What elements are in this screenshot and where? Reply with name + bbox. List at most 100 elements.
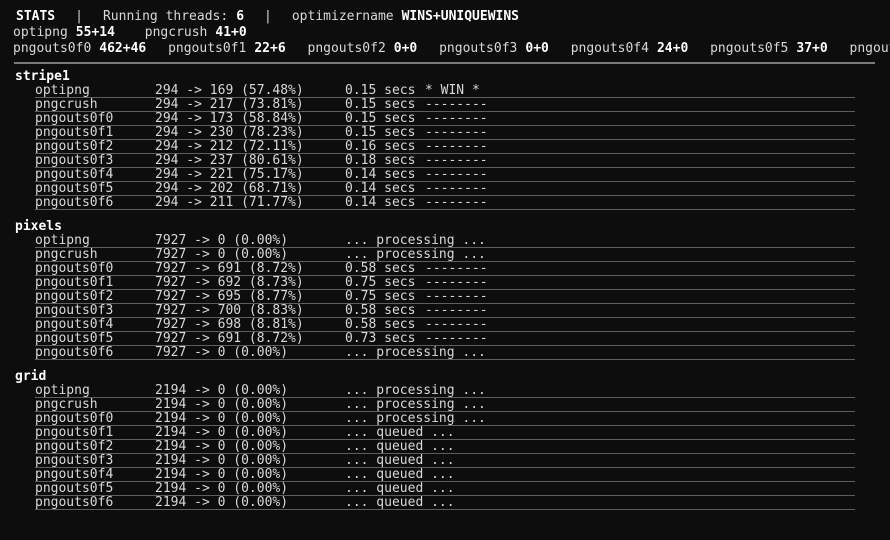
table-row: pngouts0f5 7927 -> 691 (8.72%) 0.73 secs… [35, 332, 855, 346]
row-size-result: 294 -> 237 (80.61%) [155, 153, 304, 168]
table-row: pngouts0f1 294 -> 230 (78.23%) 0.15 secs… [35, 126, 855, 140]
table-row: pngouts0f3 7927 -> 700 (8.83%) 0.58 secs… [35, 304, 855, 318]
header-totals-row-1: optipng 55+14 pngcrush 41+0 [13, 26, 269, 40]
row-win-status: -------- [425, 331, 488, 346]
row-time-status: ... processing ... [345, 383, 486, 398]
row-size-result: 294 -> 173 (58.84%) [155, 111, 304, 126]
optimizer-total-wins: 22+6 [254, 41, 286, 56]
row-size-result: 7927 -> 698 (8.81%) [155, 317, 304, 332]
row-optimizer-name: pngouts0f2 [35, 439, 114, 454]
row-optimizer-name: pngouts0f5 [35, 181, 114, 196]
row-time-status: 0.14 secs [345, 167, 416, 182]
row-size-result: 2194 -> 0 (0.00%) [155, 481, 289, 496]
table-row: pngouts0f1 7927 -> 692 (8.73%) 0.75 secs… [35, 276, 855, 290]
row-time-status: 0.58 secs [345, 317, 416, 332]
optimizer-total: pngouts0f3 0+0 [439, 42, 549, 56]
row-optimizer-name: pngouts0f4 [35, 317, 114, 332]
table-row: optipng 294 -> 169 (57.48%) 0.15 secs * … [35, 84, 855, 98]
row-win-status: -------- [425, 261, 488, 276]
row-optimizer-name: pngcrush [35, 247, 98, 262]
row-size-result: 7927 -> 695 (8.77%) [155, 289, 304, 304]
row-size-result: 2194 -> 0 (0.00%) [155, 383, 289, 398]
optimizer-total-wins: 41+0 [215, 25, 247, 40]
table-row: pngouts0f3 2194 -> 0 (0.00%) ... queued … [35, 454, 855, 468]
row-time-status: 0.16 secs [345, 139, 416, 154]
optimizer-total-wins: 0+0 [393, 41, 418, 56]
optimizer-total-wins: 37+0 [796, 41, 828, 56]
stats-section: grid optipng 2194 -> 0 (0.00%) ... proce… [0, 370, 890, 510]
row-win-status: -------- [425, 275, 488, 290]
section-rows: optipng 294 -> 169 (57.48%) 0.15 secs * … [35, 84, 855, 210]
row-size-result: 7927 -> 0 (0.00%) [155, 345, 289, 360]
row-win-status: -------- [425, 111, 488, 126]
row-optimizer-name: optipng [35, 83, 90, 98]
row-win-status [425, 440, 855, 453]
row-size-result: 2194 -> 0 (0.00%) [155, 495, 289, 510]
row-size-result: 7927 -> 691 (8.72%) [155, 331, 304, 346]
row-time-status: ... queued ... [345, 495, 455, 510]
row-optimizer-name: pngouts0f4 [35, 167, 114, 182]
table-row: pngcrush 294 -> 217 (73.81%) 0.15 secs -… [35, 98, 855, 112]
row-time-status: ... queued ... [345, 439, 455, 454]
row-size-result: 7927 -> 0 (0.00%) [155, 247, 289, 262]
row-optimizer-name: pngouts0f6 [35, 495, 114, 510]
row-optimizer-name: optipng [35, 383, 90, 398]
row-optimizer-name: pngouts0f1 [35, 275, 114, 290]
row-time-status: 0.15 secs [345, 111, 416, 126]
section-rows: optipng 7927 -> 0 (0.00%) ... processing… [35, 234, 855, 360]
row-optimizer-name: pngcrush [35, 97, 98, 112]
row-win-status [425, 398, 855, 411]
row-optimizer-name: pngouts0f2 [35, 289, 114, 304]
row-time-status: 0.73 secs [345, 331, 416, 346]
row-optimizer-name: optipng [35, 233, 90, 248]
row-optimizer-name: pngouts0f4 [35, 467, 114, 482]
optimizer-total-name: pngouts0f0 [13, 41, 92, 56]
row-win-status: -------- [425, 303, 488, 318]
row-time-status: 0.15 secs [345, 125, 416, 140]
row-time-status: ... processing ... [345, 247, 486, 262]
row-win-status: -------- [425, 139, 488, 154]
optimizer-total: pngouts0f5 37+0 [710, 42, 828, 56]
table-row: pngouts0f4 2194 -> 0 (0.00%) ... queued … [35, 468, 855, 482]
row-size-result: 2194 -> 0 (0.00%) [155, 411, 289, 426]
row-time-status: ... queued ... [345, 453, 455, 468]
header-line-1: STATS | Running threads: 6 | optimizername WIN… [16, 10, 519, 24]
optimizer-total-name: pngouts0f3 [439, 41, 518, 56]
separator-pipe: | [264, 9, 272, 24]
optimizer-total-wins: 24+0 [656, 41, 689, 56]
row-win-status [425, 468, 855, 481]
row-size-result: 7927 -> 691 (8.72%) [155, 261, 304, 276]
optimizer-name-label: optimizername [291, 9, 394, 24]
row-size-result: 294 -> 169 (57.48%) [155, 83, 304, 98]
table-row: pngouts0f0 2194 -> 0 (0.00%) ... process… [35, 412, 855, 426]
sections-container: stripe1 optipng 294 -> 169 (57.48%) 0.15… [0, 70, 890, 520]
optimizer-total: pngouts0f6511+18 [850, 42, 890, 56]
optimizer-total-wins: 0+0 [525, 41, 549, 56]
row-size-result: 294 -> 202 (68.71%) [155, 181, 304, 196]
table-row: pngouts0f4 294 -> 221 (75.17%) 0.14 secs… [35, 168, 855, 182]
row-optimizer-name: pngouts0f1 [35, 125, 114, 140]
section-rows: optipng 2194 -> 0 (0.00%) ... processing… [35, 384, 855, 510]
optimizer-total-name: optipng [13, 25, 68, 40]
row-size-result: 2194 -> 0 (0.00%) [155, 467, 289, 482]
row-time-status: ... queued ... [345, 481, 455, 496]
optimizer-total-name: pngcrush [144, 25, 208, 40]
optimizer-total: pngouts0f1 22+6 [168, 42, 286, 56]
table-row: optipng 7927 -> 0 (0.00%) ... processing… [35, 234, 855, 248]
row-optimizer-name: pngouts0f1 [35, 425, 114, 440]
row-time-status: 0.58 secs [345, 303, 416, 318]
row-optimizer-name: pngouts0f2 [35, 139, 114, 154]
section-title: grid [15, 369, 47, 384]
section-title: pixels [15, 219, 62, 234]
optimizer-total-name: pngouts0f1 [168, 41, 247, 56]
optimizer-total: pngouts0f4 24+0 [571, 42, 689, 56]
row-size-result: 2194 -> 0 (0.00%) [155, 425, 289, 440]
row-time-status: ... queued ... [345, 467, 455, 482]
row-optimizer-name: pngouts0f3 [35, 453, 114, 468]
row-win-status: -------- [425, 195, 488, 210]
row-win-status [425, 496, 855, 509]
row-optimizer-name: pngouts0f0 [35, 111, 114, 126]
row-win-status: * WIN * [425, 83, 480, 98]
row-size-result: 2194 -> 0 (0.00%) [155, 439, 289, 454]
